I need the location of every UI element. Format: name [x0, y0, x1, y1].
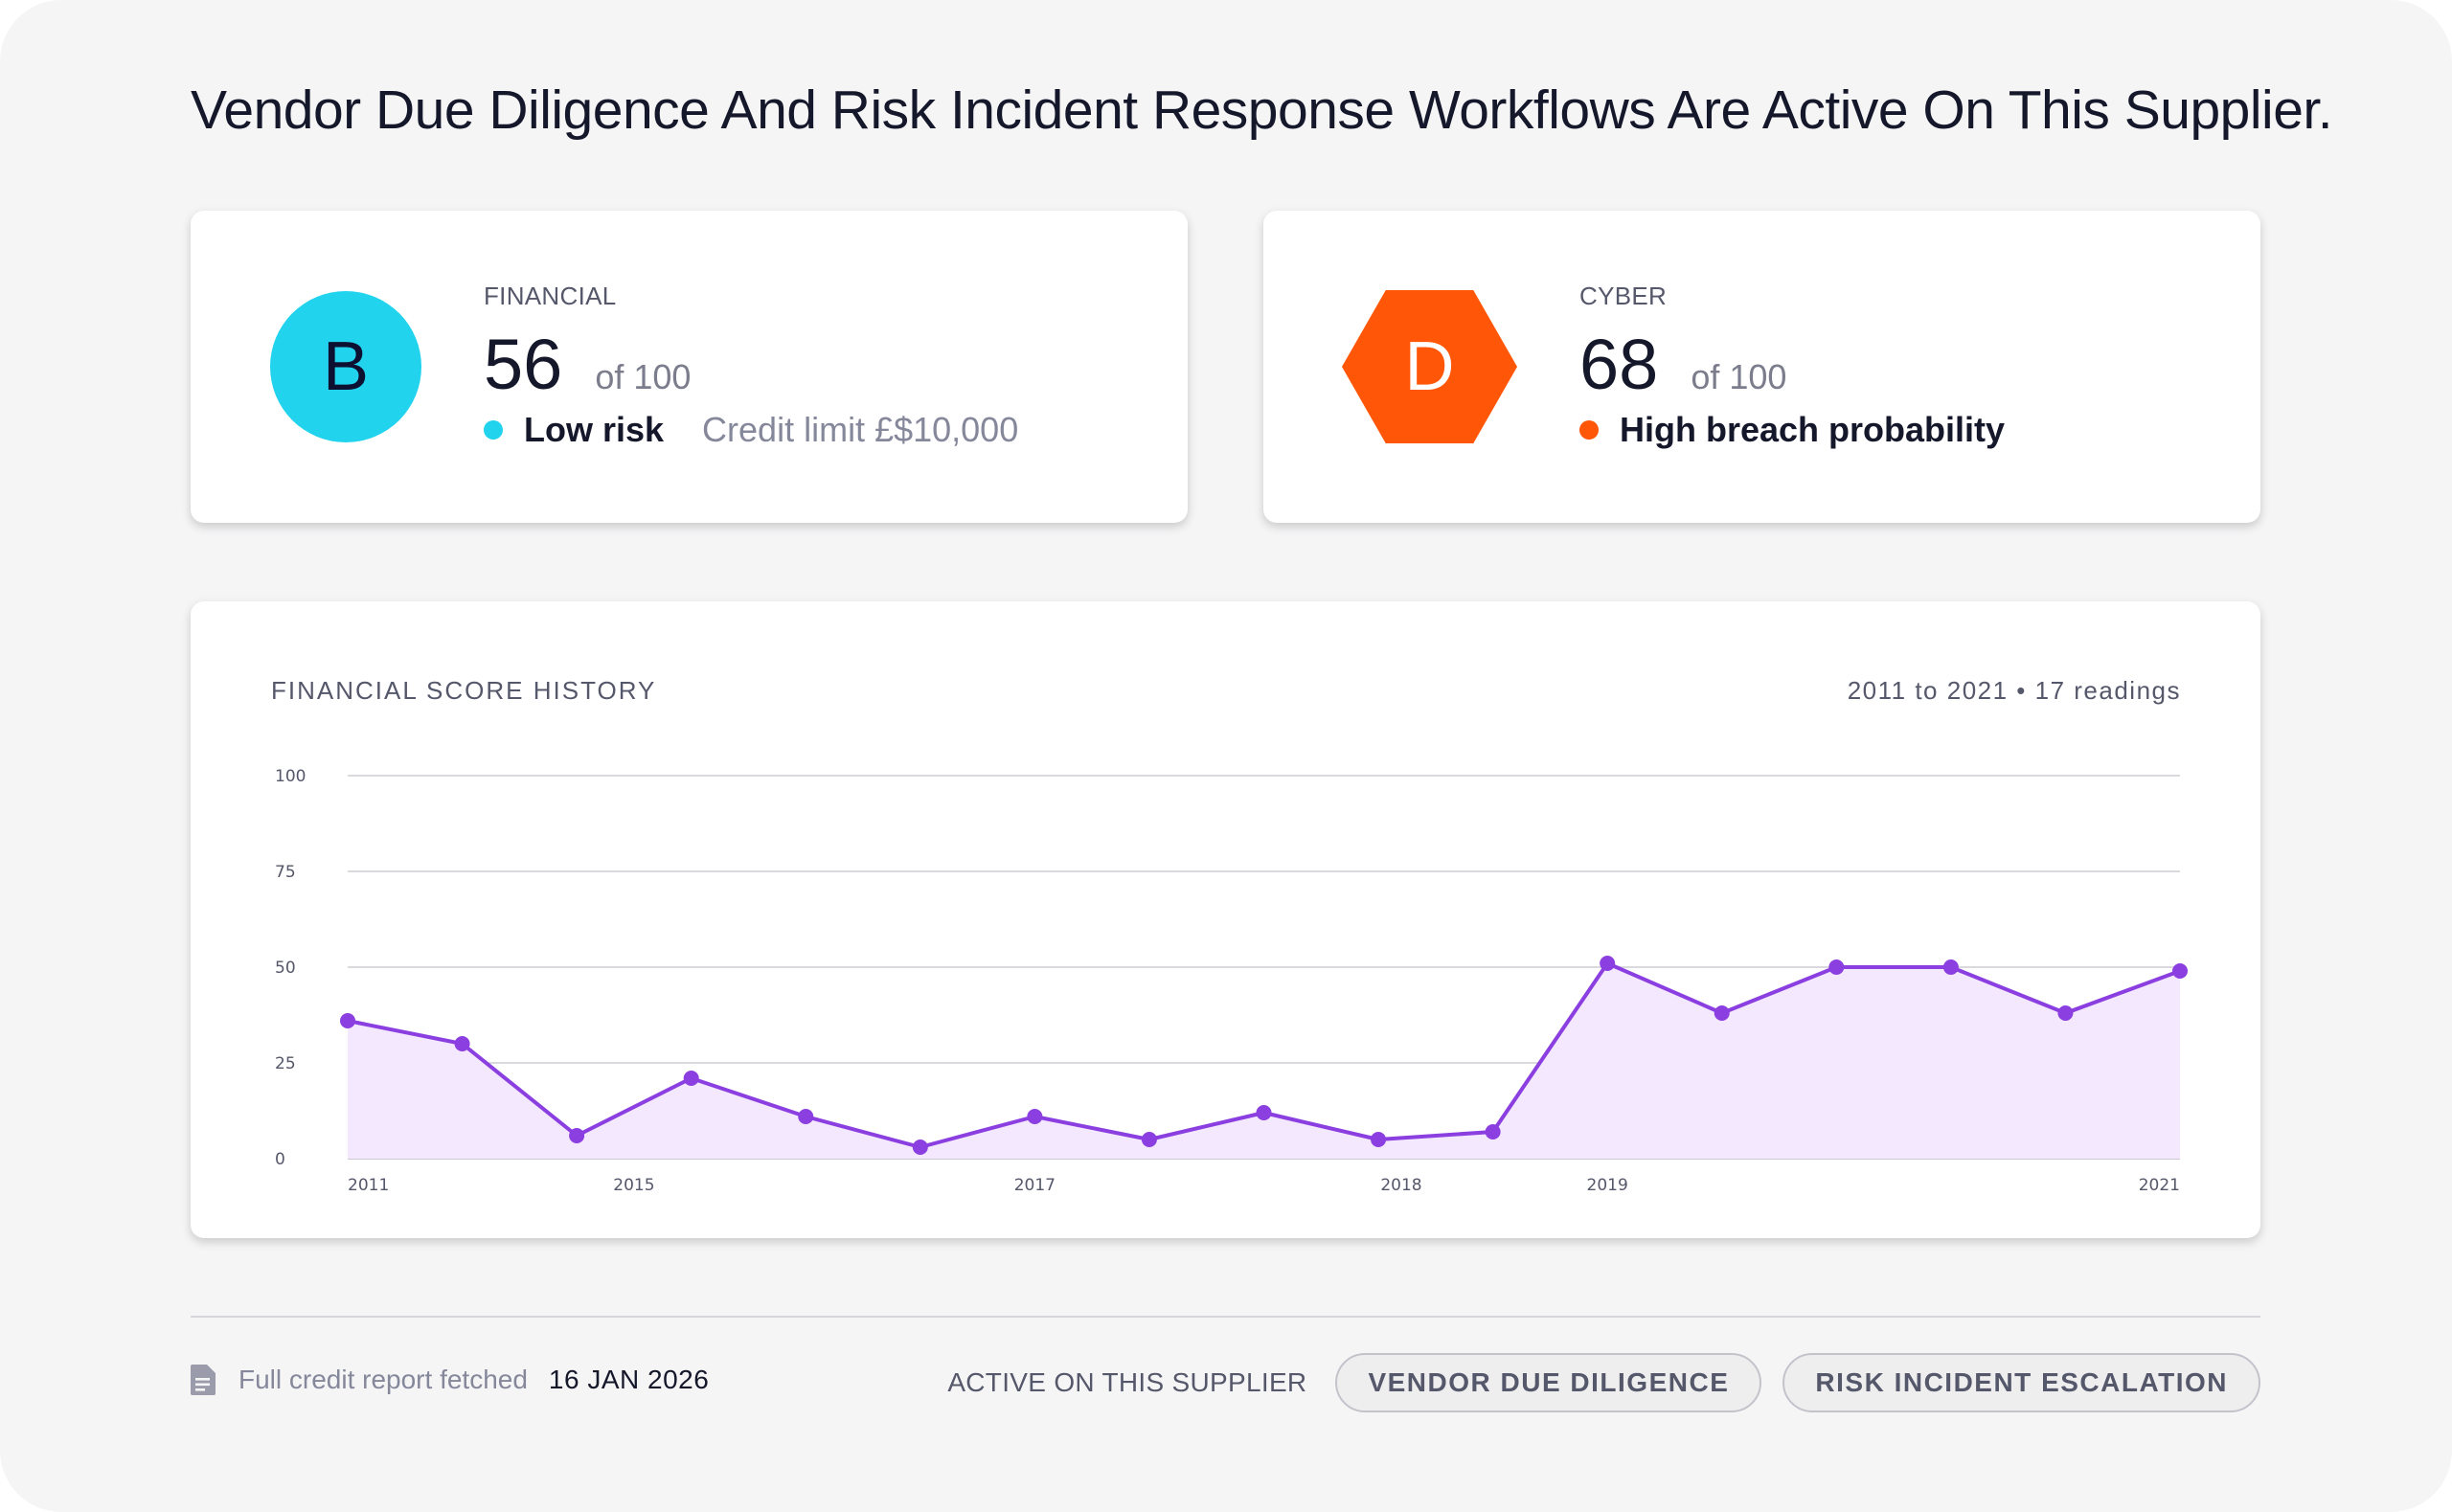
data-point-10: [1485, 1124, 1501, 1140]
financial-score-card[interactable]: B FINANCIAL 56 of 100 Low risk Credit li…: [191, 211, 1188, 523]
x-tick-label-2015: 2015: [613, 1176, 654, 1195]
active-workflows: ACTIVE ON THIS SUPPLIER VENDOR DUE DILIG…: [947, 1353, 2260, 1412]
data-point-12: [1714, 1005, 1730, 1021]
active-workflows-label: ACTIVE ON THIS SUPPLIER: [947, 1367, 1307, 1397]
data-point-8: [1256, 1105, 1272, 1120]
data-point-3: [683, 1071, 699, 1086]
cyber-status: High breach probability: [1620, 410, 2006, 449]
data-point-14: [1942, 959, 1959, 975]
data-point-1: [454, 1036, 470, 1051]
data-point-5: [912, 1140, 928, 1155]
data-point-0: [340, 1013, 355, 1028]
data-point-4: [798, 1109, 814, 1124]
financial-score-max: of 100: [595, 357, 692, 396]
report-fetched-date: 16 JAN 2026: [548, 1365, 710, 1394]
page-headline: Vendor Due Diligence And Risk Incident R…: [191, 79, 2333, 141]
risk-incident-escalation-chip[interactable]: RISK INCIDENT ESCALATION: [1782, 1353, 2260, 1412]
score-history-chart: 0 25 50 75 100 2011 2015 2017 2018 2019 2021: [275, 767, 2188, 1195]
cyber-score-max: of 100: [1691, 357, 1787, 396]
x-tick-label-2017: 2017: [1014, 1176, 1056, 1195]
financial-score-row: 56 of 100: [484, 324, 691, 405]
financial-status: Low risk: [524, 410, 665, 449]
low-risk-dot-icon: [484, 420, 503, 440]
y-tick-label-25: 25: [275, 1054, 296, 1073]
financial-grade-badge: B: [270, 291, 421, 442]
high-risk-dot-icon: [1579, 420, 1599, 440]
y-tick-label-75: 75: [275, 863, 296, 882]
chart-meta: 2011 to 2021 • 17 readings: [1847, 676, 2181, 705]
data-point-7: [1141, 1132, 1157, 1147]
cyber-score-value: 68: [1579, 325, 1659, 404]
cyber-grade-badge: D: [1342, 290, 1517, 443]
x-tick-label-2011: 2011: [348, 1176, 389, 1195]
y-tick-label-0: 0: [275, 1150, 285, 1169]
cyber-score-row: 68 of 100: [1579, 324, 1786, 405]
footer-divider: [191, 1316, 2260, 1318]
x-tick-label-2021: 2021: [2139, 1176, 2180, 1195]
y-tick-label-100: 100: [275, 767, 306, 786]
y-tick-label-50: 50: [275, 959, 296, 978]
cyber-label: CYBER: [1579, 282, 1668, 310]
financial-status-row: Low risk Credit limit £$10,000: [484, 410, 1018, 450]
x-tick-label-2018: 2018: [1380, 1176, 1421, 1195]
data-point-9: [1371, 1132, 1387, 1147]
score-history-card: FINANCIAL SCORE HISTORY 2011 to 2021 • 1…: [191, 601, 2260, 1238]
data-point-15: [2057, 1005, 2074, 1021]
document-icon: [191, 1365, 216, 1395]
data-point-2: [569, 1128, 585, 1143]
cyber-score-card[interactable]: D CYBER 68 of 100 High breach probabilit…: [1263, 211, 2260, 523]
financial-label: FINANCIAL: [484, 282, 617, 310]
series-area: [348, 963, 2180, 1159]
cyber-status-row: High breach probability: [1579, 410, 2005, 450]
data-point-11: [1600, 956, 1616, 971]
credit-limit: Credit limit £$10,000: [702, 410, 1019, 449]
report-status: Full credit report fetched 16 JAN 2026: [191, 1365, 709, 1395]
data-point-16: [2172, 963, 2188, 979]
x-tick-label-2019: 2019: [1587, 1176, 1628, 1195]
chart-title: FINANCIAL SCORE HISTORY: [271, 676, 657, 705]
vendor-due-diligence-chip[interactable]: VENDOR DUE DILIGENCE: [1335, 1353, 1762, 1412]
financial-score-value: 56: [484, 325, 563, 404]
data-point-13: [1828, 959, 1845, 975]
report-fetched-label: Full credit report fetched: [238, 1365, 528, 1394]
data-point-6: [1027, 1109, 1043, 1124]
